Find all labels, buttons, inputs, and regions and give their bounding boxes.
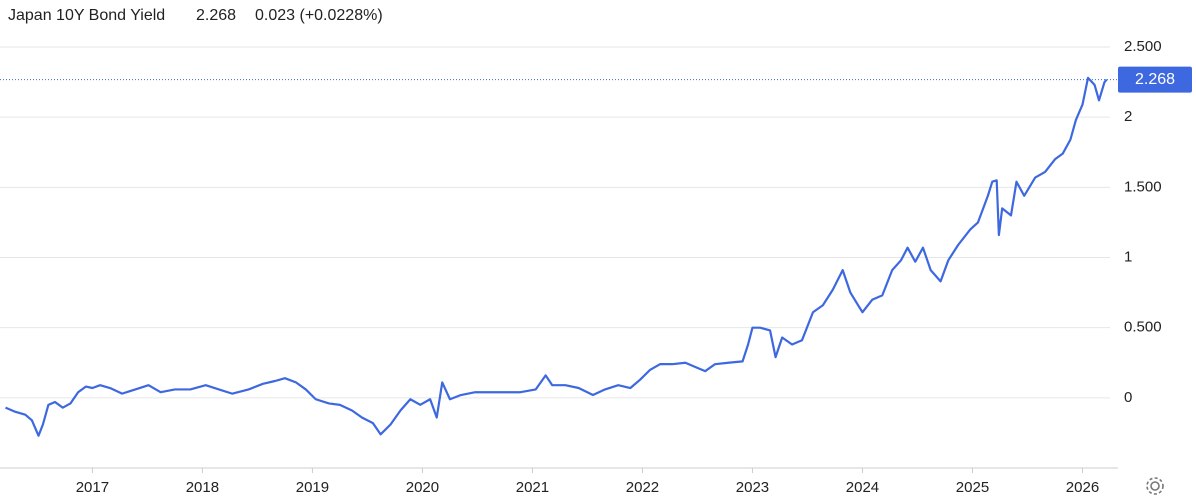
y-tick-label: 1.500 [1124,178,1162,195]
y-tick-label: 1 [1124,248,1132,265]
x-tick-label: 2023 [736,479,769,496]
data-line [5,76,1108,437]
y-tick-label: 0.500 [1124,319,1162,336]
x-tick-label: 2017 [76,479,109,496]
x-tick-label: 2024 [846,479,879,496]
settings-icon[interactable] [1146,477,1164,495]
y-tick-label: 0 [1124,389,1132,406]
y-tick-label: 2.500 [1124,38,1162,55]
header-value: 2.268 [196,7,236,24]
header-change: 0.023 (+0.0228%) [255,7,383,24]
last-value-label: 2.268 [1135,71,1175,88]
x-tick-label: 2020 [406,479,439,496]
chart-title: Japan 10Y Bond Yield [8,7,165,24]
y-tick-label: 2 [1124,108,1132,125]
last-value-badge [1118,66,1192,93]
x-tick-label: 2021 [516,479,549,496]
x-tick-label: 2022 [626,479,659,496]
x-tick-label: 2019 [296,479,329,496]
x-tick-label: 2025 [956,479,989,496]
x-tick-label: 2018 [186,479,219,496]
x-tick-label: 2026 [1066,479,1099,496]
